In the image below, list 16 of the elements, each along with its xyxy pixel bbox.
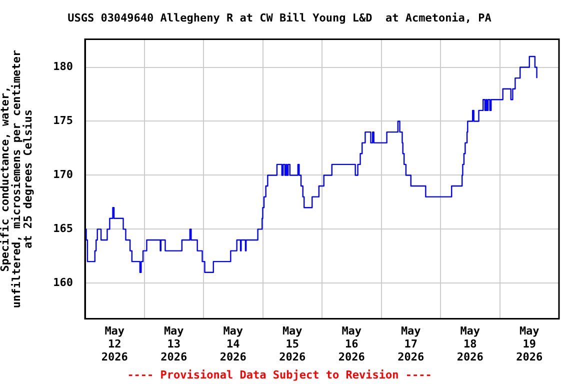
x-tick-label: May 18 2026: [456, 324, 484, 364]
x-tick-label: May 12 2026: [101, 324, 128, 364]
x-tick-label: May 14 2026: [220, 324, 247, 364]
y-tick-label: 170: [53, 168, 73, 182]
x-tick-label: May 15 2026: [279, 324, 306, 364]
x-tick-label: May 13 2026: [160, 324, 188, 364]
x-tick-label: May 19 2026: [516, 324, 543, 364]
y-tick-label: 175: [53, 114, 73, 128]
y-tick-label: 160: [53, 276, 73, 290]
text: ---- Provisional Data Subject to Revision ----: [127, 368, 432, 382]
x-tick-label: May 17 2026: [398, 324, 424, 364]
y-tick-label: 165: [53, 222, 73, 236]
y-tick-label: 180: [53, 60, 73, 74]
x-tick-label: May 16 2026: [338, 324, 366, 364]
chart-title: USGS 03049640 Allegheny R at CW Bill Young L&D at Acmetonia, PA: [68, 11, 492, 24]
y-axis-title: Specific conductance, water, unfiltered, microsiemens per centimeter at 25 degrees Celsius: [0, 49, 35, 308]
